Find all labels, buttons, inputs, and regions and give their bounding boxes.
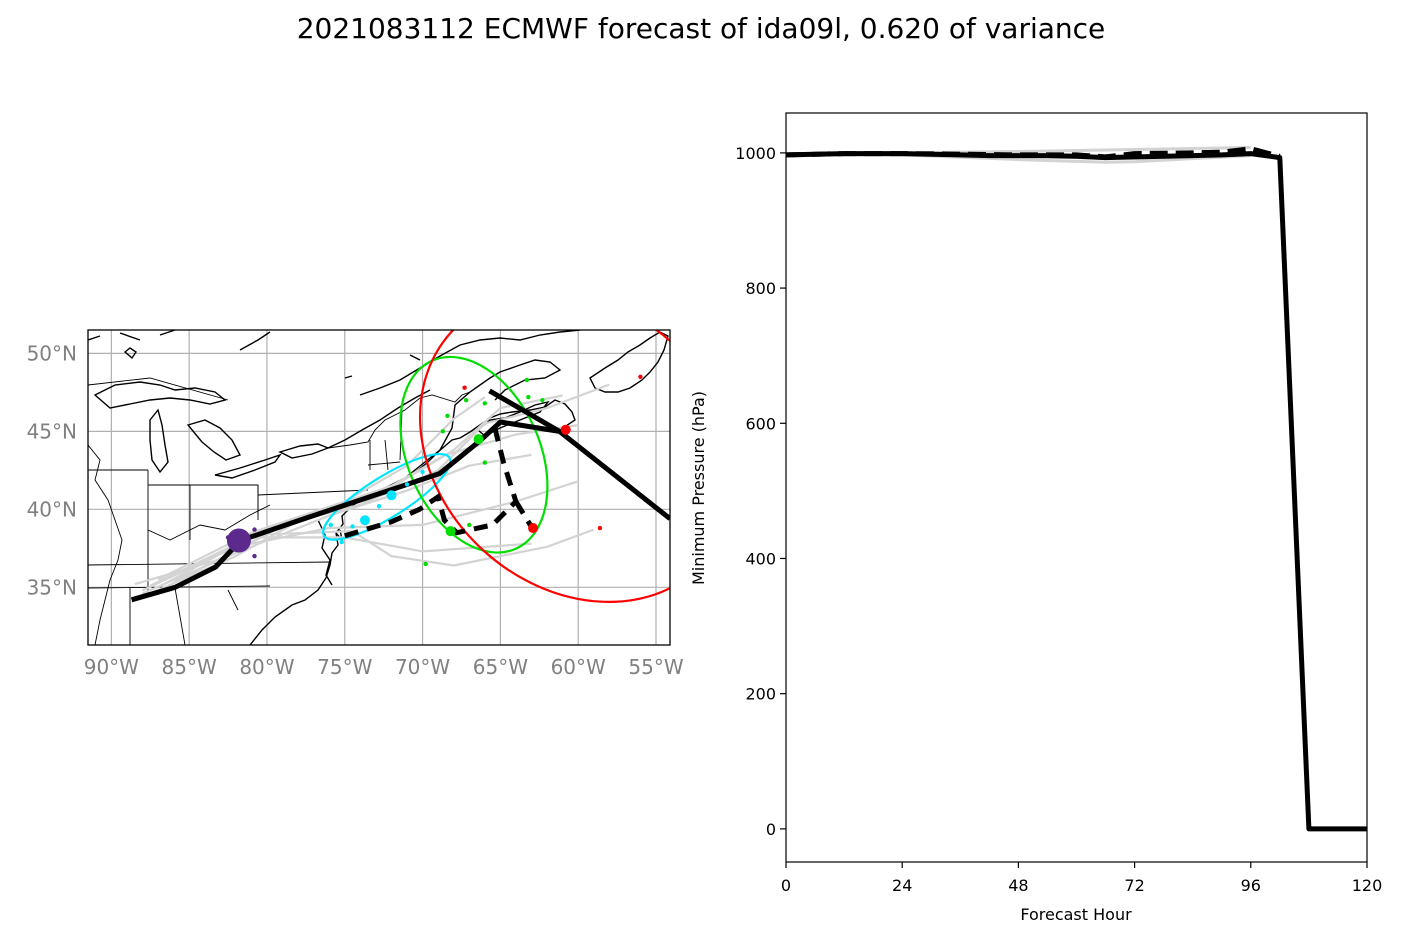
forecast-position-point <box>376 504 382 509</box>
deterministic-track <box>344 418 519 539</box>
pressure-y-tick-label: 600 <box>745 414 776 433</box>
forecast-position-point <box>467 522 472 528</box>
pressure-y-tick-label: 0 <box>766 820 776 839</box>
lake-superior <box>93 381 227 409</box>
map-x-ticks: 90°W 85°W 80°W 75°W 70°W 65°W 60°W 55°W <box>84 655 684 679</box>
pressure-y-tick-label: 200 <box>745 685 776 704</box>
forecast-position-point <box>528 523 539 534</box>
forecast-position-point <box>226 528 251 553</box>
border-us-canada <box>88 377 471 456</box>
pressure-x-tick-label: 96 <box>1241 876 1261 895</box>
map-x-tick-label: 80°W <box>239 655 294 679</box>
forecast-position-point <box>462 385 467 390</box>
map-x-tick-label: 55°W <box>628 655 683 679</box>
pressure-x-tick-label: 72 <box>1124 876 1144 895</box>
map-x-tick-label: 60°W <box>551 655 606 679</box>
forecast-position-point <box>339 539 344 545</box>
pressure-series <box>786 146 1367 832</box>
pressure-x-ticks: 0 24 48 72 96 120 <box>781 862 1382 895</box>
river-stlawrence <box>327 389 431 449</box>
pressure-y-label: Minimum Pressure (hPa) <box>689 391 708 585</box>
map-state-borders <box>88 377 471 645</box>
forecast-position-point <box>440 429 446 434</box>
pressure-y-ticks: 0 200 400 600 800 1000 <box>735 144 786 839</box>
coastline-misc-islands <box>123 347 421 379</box>
forecast-position-point <box>463 397 469 403</box>
map-x-tick-label: 70°W <box>395 655 450 679</box>
mean-track-branch <box>488 388 561 434</box>
pressure-y-tick-label: 800 <box>745 279 776 298</box>
ensemble-track <box>173 528 595 584</box>
forecast-position-point <box>482 401 488 406</box>
map-y-tick-label: 35°N <box>27 575 77 599</box>
forecast-position-point <box>359 515 370 526</box>
forecast-position-point <box>225 535 231 540</box>
pressure-x-tick-label: 48 <box>1008 876 1028 895</box>
map-frame <box>87 329 671 646</box>
forecast-position-point <box>638 374 643 379</box>
figure-title: 2021083112 ECMWF forecast of ida09l, 0.6… <box>296 12 1106 45</box>
ellipse-day4 <box>418 330 670 603</box>
map-x-tick-label: 65°W <box>473 655 528 679</box>
pressure-chart: 0 24 48 72 96 120 0 200 400 600 800 1000 Forecast … <box>689 112 1382 924</box>
ellipse-day2 <box>322 452 452 541</box>
pressure-line-deterministic <box>786 146 1281 160</box>
forecast-position-point <box>252 553 257 559</box>
map-background <box>88 330 670 645</box>
map-y-tick-label: 40°N <box>27 497 77 521</box>
forecast-position-point <box>482 460 488 465</box>
border-ohio-river <box>147 504 271 541</box>
pressure-x-tick-label: 0 <box>781 876 791 895</box>
forecast-position-point <box>404 482 410 487</box>
map-y-ticks: 35°N 40°N 45°N 50°N <box>27 341 77 599</box>
border-mississippi <box>88 444 123 645</box>
forecast-position-point <box>386 490 397 501</box>
mean-track <box>130 419 670 603</box>
forecast-position-point <box>445 526 456 537</box>
lake-erie <box>214 453 282 479</box>
map-y-tick-label: 50°N <box>27 341 77 365</box>
coastline-newfoundland <box>589 331 669 393</box>
forecast-position-point <box>445 413 450 418</box>
forecast-position-point <box>473 434 484 445</box>
forecast-position-point <box>423 561 428 567</box>
forecast-positions <box>225 374 643 567</box>
pressure-y-tick-label: 1000 <box>735 144 776 163</box>
pressure-plot-area <box>786 113 1367 862</box>
map-x-tick-label: 85°W <box>162 655 217 679</box>
coastline-gulf-stlawrence <box>404 359 562 479</box>
pressure-x-label: Forecast Hour <box>1020 905 1132 924</box>
map-x-tick-label: 90°W <box>84 655 139 679</box>
forecast-position-point <box>524 377 530 383</box>
pressure-x-tick-label: 120 <box>1352 876 1383 895</box>
forecast-position-point <box>597 525 603 531</box>
coastline-stlawrence-north <box>359 330 581 396</box>
map-x-tick-label: 75°W <box>317 655 372 679</box>
pressure-x-tick-label: 24 <box>892 876 912 895</box>
forecast-position-point <box>420 469 425 475</box>
map-y-tick-label: 45°N <box>27 419 77 443</box>
lake-michigan <box>149 408 169 474</box>
forecast-position-point <box>350 524 355 529</box>
track-map: 90°W 85°W 80°W 75°W 70°W 65°W 60°W 55°W 35°N 40°… <box>27 329 684 679</box>
forecast-position-point <box>328 522 333 528</box>
pressure-frame <box>785 112 1368 863</box>
pressure-y-tick-label: 400 <box>745 549 776 568</box>
coastline-hudson-james <box>88 330 271 351</box>
forecast-position-point <box>560 424 571 435</box>
forecast-position-point <box>252 527 257 532</box>
forecast-position-point <box>526 394 531 400</box>
forecast-position-point <box>540 397 545 403</box>
